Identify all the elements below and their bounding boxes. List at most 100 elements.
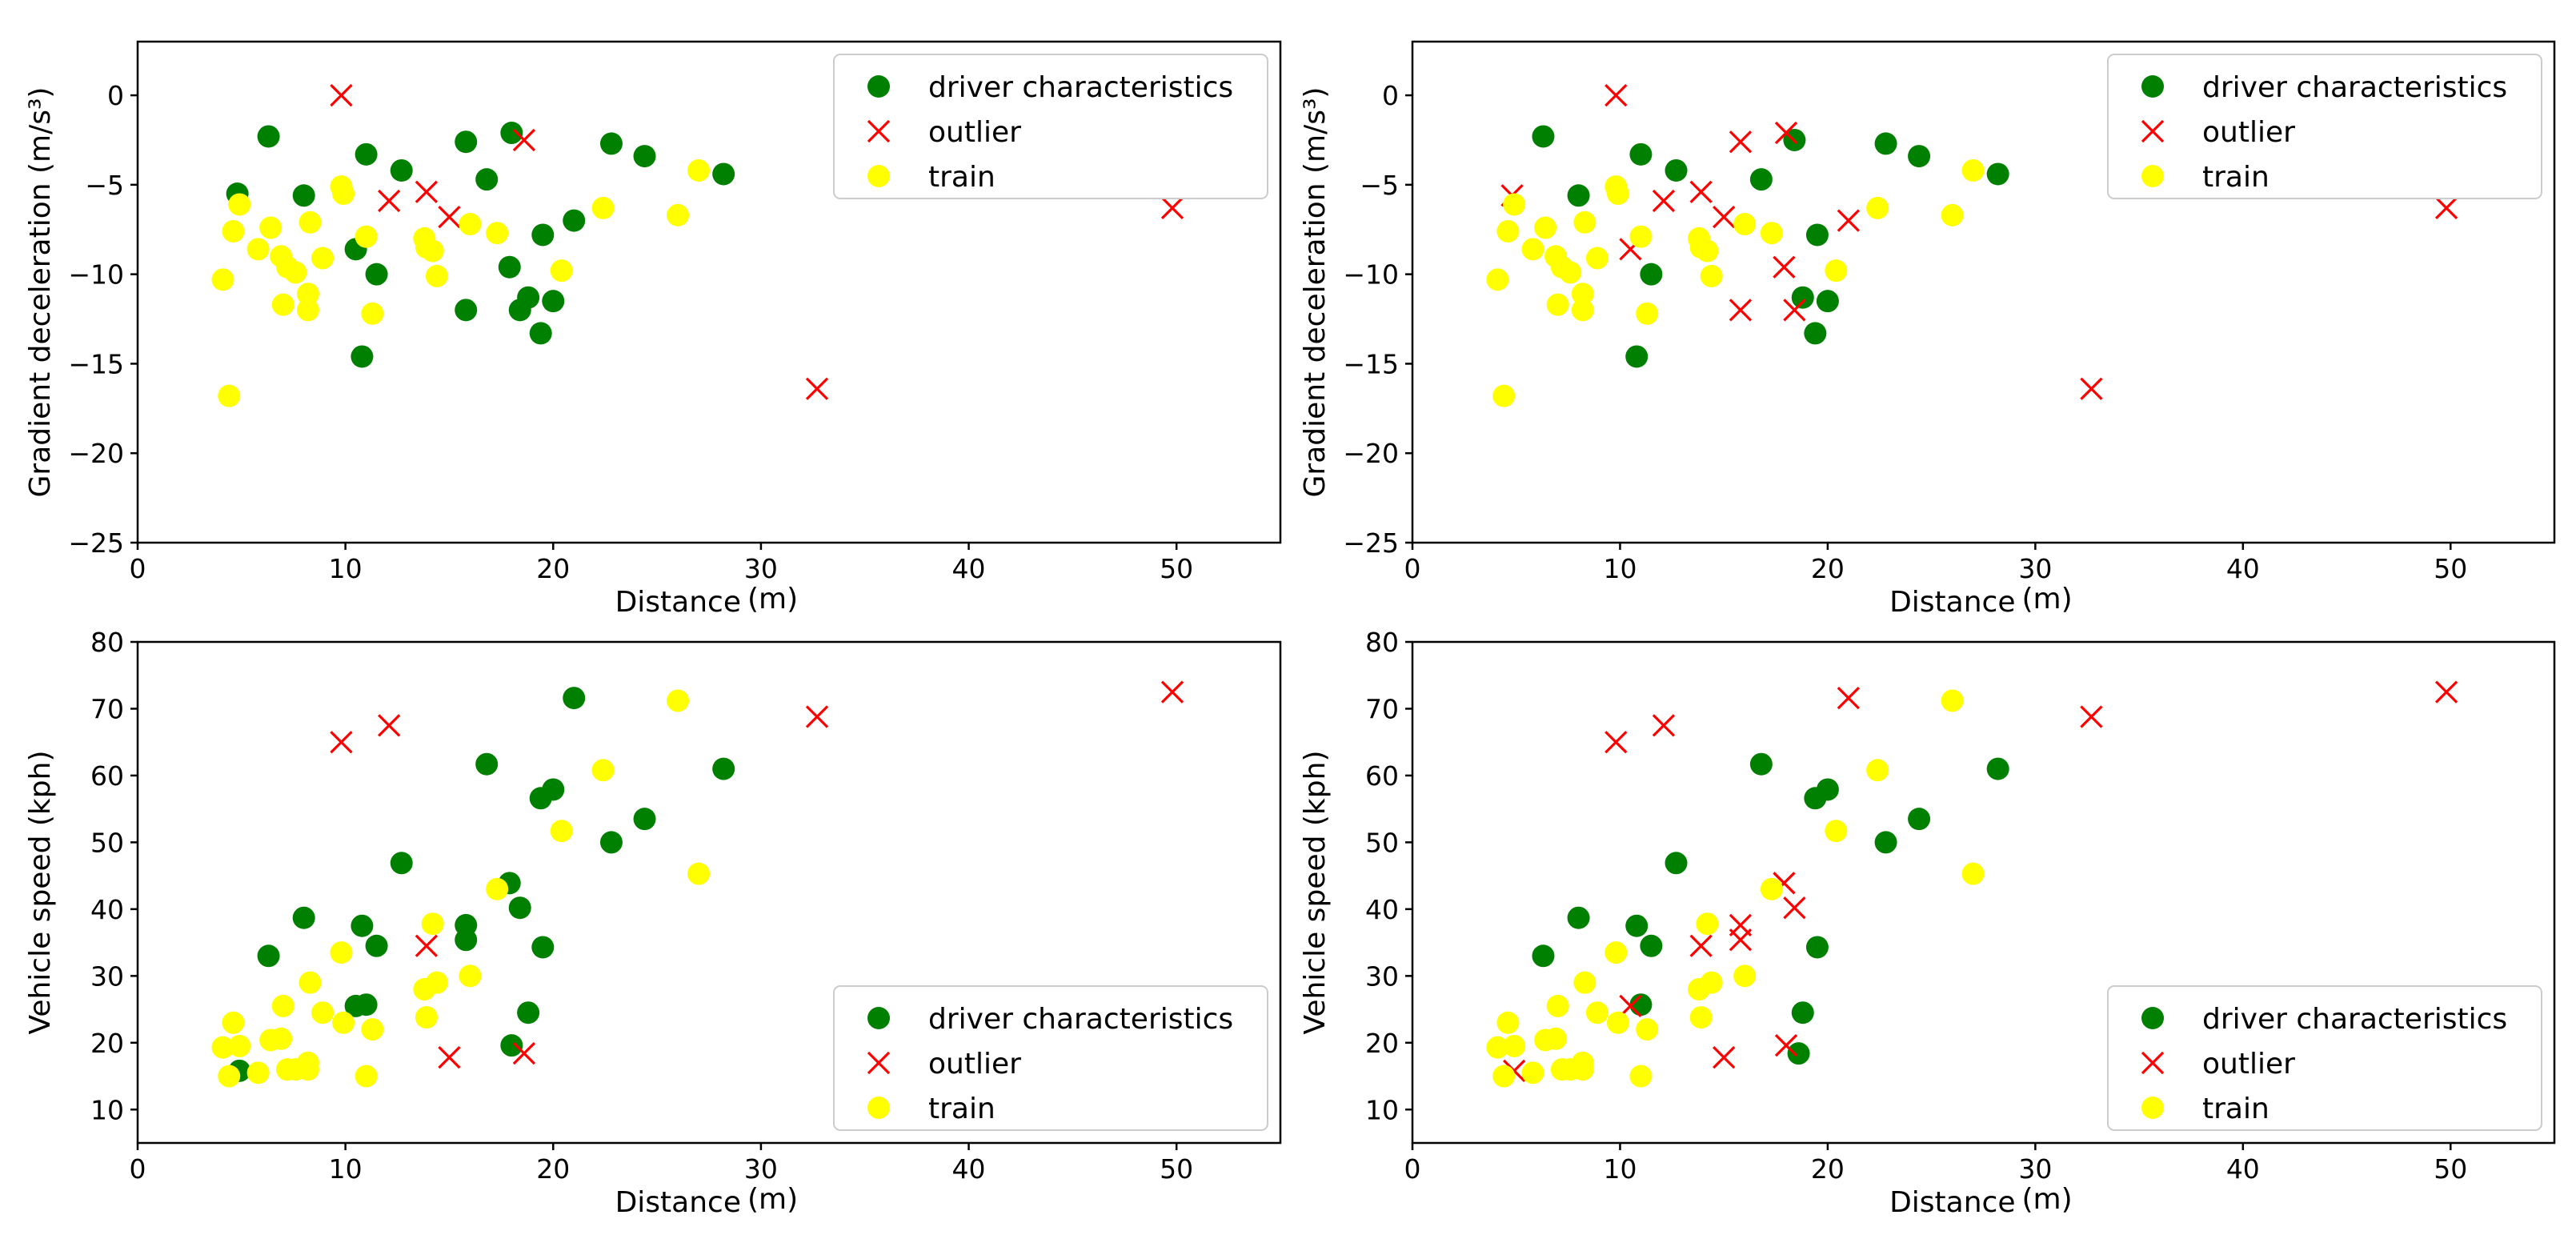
point-train-22: [459, 964, 482, 988]
x-axis-label: Distance: [615, 1186, 741, 1219]
point-train-2: [1496, 1011, 1520, 1034]
scatter-points: [1486, 83, 2458, 407]
point-driver-characteristics-13: [517, 286, 540, 309]
point-train-1: [1496, 219, 1520, 243]
point-outlier-3: [438, 205, 461, 229]
point-driver-characteristics-19: [633, 145, 656, 168]
point-outlier-4: [1689, 934, 1713, 957]
point-driver-characteristics-18: [563, 687, 586, 710]
point-train-12: [296, 299, 319, 322]
x-tick-label-1: 10: [1603, 1153, 1637, 1185]
point-train-16: [355, 1065, 378, 1088]
legend-marker-driver-characteristics: [867, 1007, 890, 1029]
point-train-2: [222, 1011, 245, 1034]
point-train-20: [1696, 239, 1719, 263]
point-driver-characteristics-7: [390, 852, 413, 875]
point-train-21: [425, 264, 448, 287]
point-outlier-0: [330, 731, 353, 754]
x-tick-label-5: 50: [1160, 553, 1193, 584]
point-outlier-3: [1652, 714, 1676, 737]
point-driver-characteristics-13: [1908, 145, 1931, 168]
x-tick-label-1: 10: [329, 553, 363, 584]
point-outlier-0: [330, 83, 353, 107]
point-train-19: [415, 1006, 438, 1029]
point-driver-characteristics-21: [712, 757, 735, 780]
point-train-1: [218, 1065, 241, 1088]
point-train-14: [330, 941, 353, 964]
point-train-17: [1636, 1018, 1659, 1041]
point-driver-characteristics-15: [529, 322, 552, 345]
point-driver-characteristics-14: [1986, 757, 2009, 780]
point-train-10: [1573, 211, 1596, 234]
point-driver-characteristics-7: [1787, 1042, 1810, 1065]
point-train-0: [228, 193, 251, 216]
point-train-21: [1700, 264, 1723, 287]
x-tick-label-4: 40: [952, 553, 986, 584]
y-tick-label-2: 30: [90, 960, 124, 992]
point-driver-characteristics-14: [517, 1001, 540, 1024]
x-tick-label-0: 0: [130, 553, 146, 584]
y-axis-label: Gradient deceleration (m/s³): [1299, 87, 1332, 498]
legend-marker-train: [867, 165, 890, 187]
point-outlier-8: [1773, 255, 1796, 279]
x-tick-label-1: 10: [1603, 553, 1637, 584]
y-tick-label-4: 50: [90, 827, 124, 858]
chart-panel-tr: 0 10 20 30 40 50 0 −5 −10 −15 −20 −25 Distance (m) Gra…: [1299, 40, 2556, 619]
y-axis-label: Vehicle speed (kph): [24, 751, 57, 1035]
point-train-20: [421, 239, 444, 263]
point-driver-characteristics-4: [351, 914, 374, 937]
y-tick-label-6: 70: [1365, 693, 1399, 724]
point-driver-characteristics-21: [455, 299, 478, 322]
point-train-25: [1866, 196, 1889, 219]
point-train-27: [1961, 158, 1985, 182]
point-outlier-4: [1689, 180, 1713, 203]
point-driver-characteristics-10: [500, 122, 523, 145]
point-driver-characteristics-14: [531, 223, 555, 247]
point-train-24: [550, 259, 573, 283]
legend-marker-driver-characteristics: [2141, 75, 2164, 98]
point-outlier-9: [1774, 1034, 1798, 1057]
legend-box: [833, 54, 1268, 199]
point-train-17: [361, 302, 384, 325]
y-tick-label-0: 0: [1382, 80, 1399, 111]
legend-marker-outlier: [2141, 1051, 2165, 1075]
legend-marker-train: [2141, 1097, 2164, 1119]
point-driver-characteristics-6: [365, 934, 388, 957]
legend-label-driver-characteristics: driver characteristics: [2202, 1003, 2507, 1036]
point-train-12: [1573, 971, 1596, 994]
point-train-13: [311, 247, 335, 270]
point-outlier-0: [1604, 83, 1628, 107]
point-driver-characteristics-11: [498, 255, 521, 279]
point-train-2: [211, 268, 234, 291]
point-driver-characteristics-6: [1749, 168, 1773, 191]
point-train-25: [591, 196, 615, 219]
point-train-27: [687, 862, 711, 885]
x-tick-label-5: 50: [2434, 553, 2467, 584]
y-tick-label-1: 20: [90, 1028, 124, 1059]
point-train-25: [1866, 759, 1889, 782]
y-tick-label-2: −10: [1343, 259, 1399, 291]
point-train-19: [1689, 1006, 1713, 1029]
point-train-17: [1636, 302, 1659, 325]
point-driver-characteristics-5: [355, 993, 378, 1016]
point-train-20: [1696, 912, 1719, 936]
point-driver-characteristics-5: [1665, 852, 1688, 875]
point-train-4: [246, 1061, 270, 1085]
point-train-9: [1559, 261, 1582, 284]
x-tick-label-2: 20: [1811, 1153, 1845, 1185]
point-driver-characteristics-1: [1567, 184, 1590, 207]
point-driver-characteristics-8: [1805, 223, 1829, 247]
point-train-13: [1585, 1001, 1608, 1024]
point-train-22: [1733, 964, 1757, 988]
point-outlier-5: [1713, 205, 1736, 229]
legend-label-driver-characteristics: driver characteristics: [2202, 71, 2507, 104]
point-driver-characteristics-17: [542, 778, 565, 801]
point-train-0: [211, 1036, 234, 1059]
y-tick-label-3: −15: [68, 348, 124, 379]
point-driver-characteristics-3: [1665, 158, 1688, 182]
x-tick-label-3: 30: [744, 553, 778, 584]
point-train-6: [1544, 1027, 1568, 1050]
point-outlier-13: [2434, 196, 2458, 220]
point-train-24: [1825, 259, 1848, 283]
